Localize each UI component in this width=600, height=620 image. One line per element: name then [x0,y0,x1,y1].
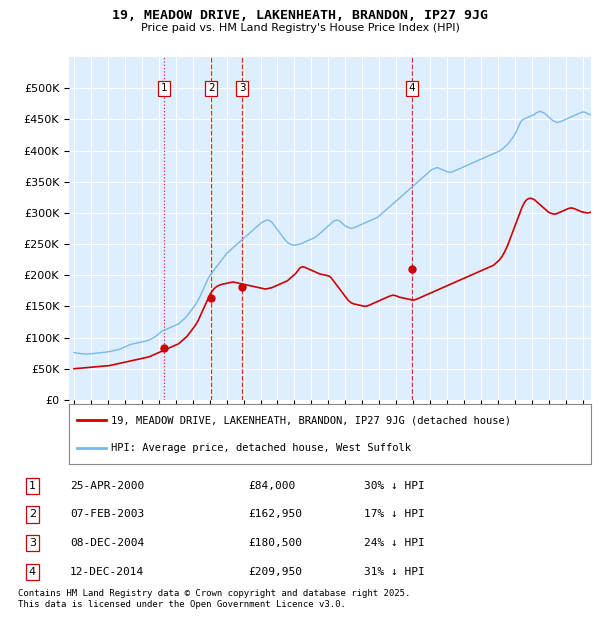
Text: 25-APR-2000: 25-APR-2000 [70,481,144,491]
Text: 4: 4 [29,567,36,577]
Text: 31% ↓ HPI: 31% ↓ HPI [364,567,424,577]
Text: 4: 4 [409,83,415,93]
Text: £209,950: £209,950 [248,567,302,577]
Text: 1: 1 [29,481,36,491]
Text: 2: 2 [208,83,215,93]
Text: £162,950: £162,950 [248,510,302,520]
Text: 2: 2 [29,510,36,520]
Text: 07-FEB-2003: 07-FEB-2003 [70,510,144,520]
Text: £180,500: £180,500 [248,538,302,548]
Text: 24% ↓ HPI: 24% ↓ HPI [364,538,424,548]
Text: 30% ↓ HPI: 30% ↓ HPI [364,481,424,491]
Text: 3: 3 [29,538,36,548]
Text: This data is licensed under the Open Government Licence v3.0.: This data is licensed under the Open Gov… [18,600,346,609]
Text: 19, MEADOW DRIVE, LAKENHEATH, BRANDON, IP27 9JG: 19, MEADOW DRIVE, LAKENHEATH, BRANDON, I… [112,9,488,22]
Text: 3: 3 [239,83,245,93]
Text: 1: 1 [161,83,167,93]
Text: 08-DEC-2004: 08-DEC-2004 [70,538,144,548]
Text: Contains HM Land Registry data © Crown copyright and database right 2025.: Contains HM Land Registry data © Crown c… [18,589,410,598]
Text: £84,000: £84,000 [248,481,296,491]
Text: 17% ↓ HPI: 17% ↓ HPI [364,510,424,520]
Text: HPI: Average price, detached house, West Suffolk: HPI: Average price, detached house, West… [111,443,411,453]
Text: Price paid vs. HM Land Registry's House Price Index (HPI): Price paid vs. HM Land Registry's House … [140,23,460,33]
Text: 12-DEC-2014: 12-DEC-2014 [70,567,144,577]
Text: 19, MEADOW DRIVE, LAKENHEATH, BRANDON, IP27 9JG (detached house): 19, MEADOW DRIVE, LAKENHEATH, BRANDON, I… [111,415,511,425]
